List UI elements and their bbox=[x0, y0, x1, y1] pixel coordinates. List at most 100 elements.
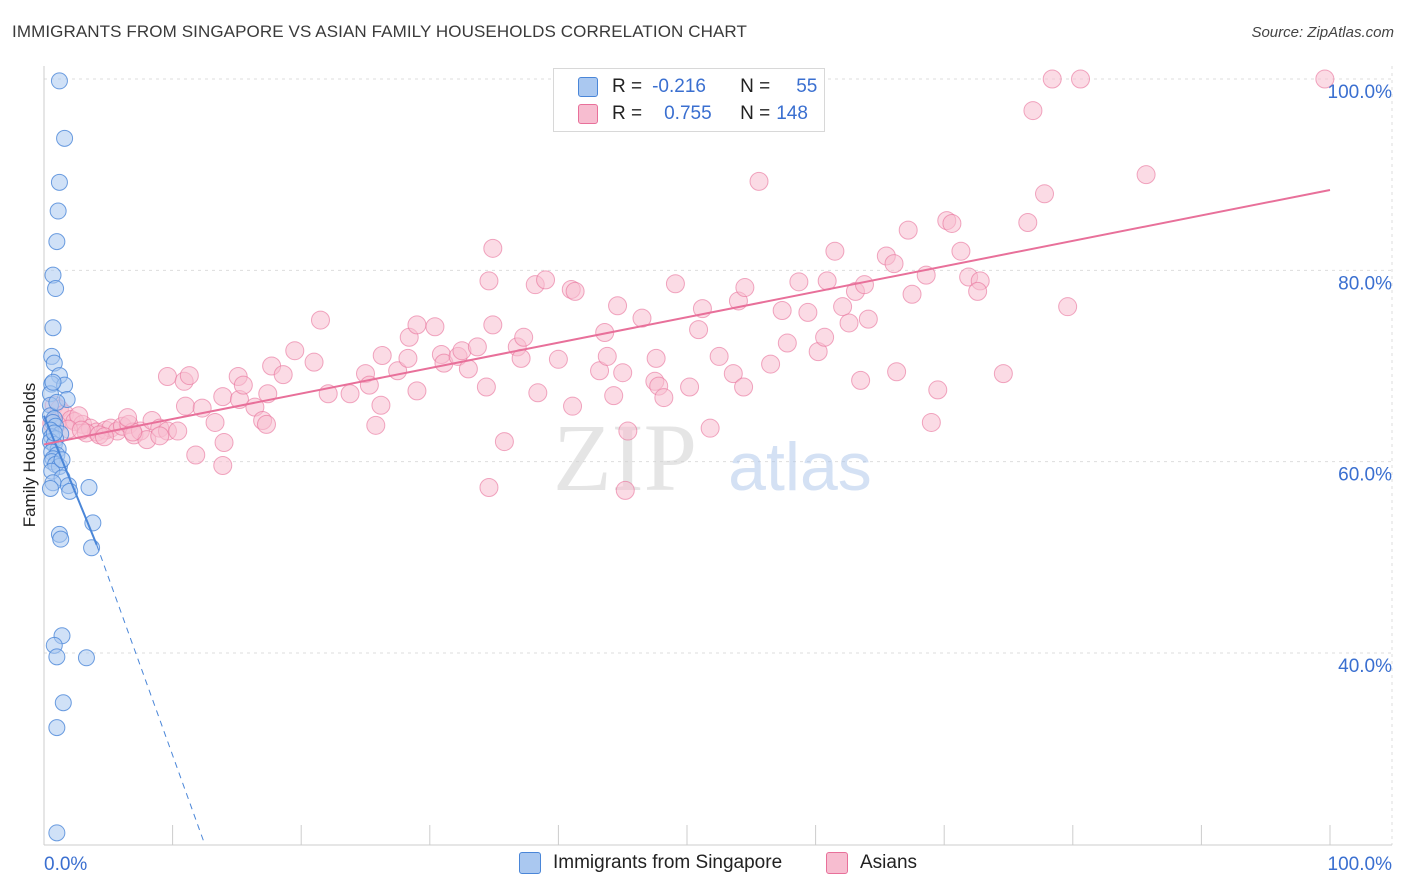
asians-point bbox=[1315, 69, 1335, 89]
singapore-point bbox=[83, 539, 101, 557]
legend-n-label: N = bbox=[740, 76, 771, 97]
asians-point bbox=[1042, 69, 1062, 89]
singapore-point bbox=[48, 393, 66, 411]
asians-point bbox=[815, 327, 835, 347]
asians-point bbox=[213, 455, 233, 475]
singapore-point bbox=[49, 202, 67, 220]
series-legend-asians: Asians bbox=[826, 852, 917, 874]
asians-point bbox=[1018, 213, 1038, 232]
singapore-point bbox=[77, 649, 95, 667]
singapore-points bbox=[41, 72, 102, 842]
grid-layer bbox=[44, 66, 1393, 845]
singapore-point bbox=[41, 479, 59, 497]
asians-point bbox=[700, 418, 720, 438]
asians-point bbox=[118, 408, 138, 428]
y-tick-label: 60.0% bbox=[1338, 465, 1392, 486]
asians-point bbox=[597, 346, 617, 366]
legend-n-value: 148 bbox=[776, 103, 808, 124]
asians-point bbox=[179, 366, 199, 386]
singapore-point bbox=[47, 280, 65, 298]
asians-point bbox=[735, 278, 755, 298]
series-legend: Immigrants from Singapore Asians bbox=[0, 852, 1406, 878]
asians-point bbox=[928, 380, 948, 400]
asians-point bbox=[654, 388, 674, 408]
asians-point bbox=[789, 272, 809, 292]
legend-r-value: 0.755 bbox=[664, 103, 712, 124]
legend-row-singapore: R = -0.216 N = 55 bbox=[578, 75, 817, 99]
asians-point bbox=[407, 381, 427, 401]
x-tick-label-max: 100.0% bbox=[1328, 854, 1393, 875]
asians-point bbox=[1071, 69, 1091, 89]
tick-labels: 40.0% 60.0% 80.0% 100.0% 0.0% 100.0% bbox=[44, 82, 1392, 875]
asians-point bbox=[951, 241, 971, 261]
asians-point bbox=[476, 377, 496, 397]
x-tick-label-min: 0.0% bbox=[44, 854, 87, 875]
asians-point bbox=[407, 315, 427, 335]
asians-point bbox=[273, 365, 293, 385]
asians-point bbox=[993, 364, 1013, 384]
asians-point bbox=[825, 241, 845, 261]
legend-row-asians: R = 0.755 N = 148 bbox=[578, 102, 808, 126]
watermark-atlas: atlas bbox=[728, 429, 872, 505]
asians-point bbox=[233, 375, 253, 395]
asians-point bbox=[479, 477, 499, 497]
asians-point bbox=[833, 297, 853, 317]
asians-point bbox=[680, 377, 700, 397]
asians-point bbox=[168, 421, 188, 441]
legend-r-label: R = bbox=[612, 76, 643, 97]
asians-point bbox=[618, 421, 638, 441]
asians-point bbox=[723, 364, 743, 384]
singapore-point bbox=[50, 72, 68, 90]
asians-point bbox=[772, 301, 792, 321]
asians-point bbox=[340, 384, 360, 404]
asians-point bbox=[256, 414, 276, 434]
asians-point bbox=[548, 349, 568, 369]
asians-point bbox=[632, 308, 652, 328]
asians-point bbox=[563, 396, 583, 416]
asians-trend-line bbox=[43, 188, 1331, 446]
singapore-point bbox=[50, 173, 68, 191]
singapore-point bbox=[80, 478, 98, 496]
asians-point bbox=[425, 317, 445, 337]
asians-point bbox=[71, 420, 91, 440]
asians-point bbox=[613, 363, 633, 383]
legend-r-value: -0.216 bbox=[652, 76, 706, 97]
asians-point bbox=[483, 238, 503, 258]
singapore-trend-line bbox=[43, 415, 98, 546]
asians-point bbox=[514, 327, 534, 347]
asians-point bbox=[749, 171, 769, 191]
singapore-trend-extension bbox=[96, 544, 206, 845]
singapore-point bbox=[52, 530, 70, 548]
asians-point bbox=[921, 412, 941, 432]
y-tick-label: 100.0% bbox=[1328, 82, 1393, 103]
asians-point bbox=[858, 309, 878, 329]
correlation-legend: R = -0.216 N = 55 R = 0.755 N = 148 bbox=[553, 68, 825, 132]
asians-point bbox=[817, 271, 837, 291]
asians-point bbox=[709, 346, 729, 366]
asians-point bbox=[565, 281, 585, 301]
asians-point bbox=[398, 348, 418, 368]
legend-swatch-asians bbox=[578, 104, 598, 124]
singapore-point bbox=[48, 233, 66, 251]
asians-point bbox=[214, 433, 234, 453]
series-swatch-singapore bbox=[519, 852, 541, 874]
asians-point bbox=[734, 377, 754, 397]
series-label-asians: Asians bbox=[860, 852, 918, 873]
asians-point bbox=[646, 348, 666, 368]
singapore-point bbox=[56, 129, 74, 147]
series-swatch-asians bbox=[826, 852, 848, 874]
asians-point bbox=[467, 337, 487, 357]
legend-r-label: R = bbox=[612, 103, 643, 124]
asians-point bbox=[608, 296, 628, 316]
asians-point bbox=[304, 352, 324, 372]
asians-point bbox=[902, 284, 922, 304]
singapore-point bbox=[54, 694, 72, 712]
asians-point bbox=[1058, 297, 1078, 317]
asians-point bbox=[157, 367, 177, 387]
singapore-point bbox=[44, 373, 62, 391]
asians-point bbox=[528, 383, 548, 403]
asians-point bbox=[150, 426, 170, 446]
asians-point bbox=[310, 310, 330, 330]
asians-point bbox=[1023, 101, 1043, 121]
asians-point bbox=[839, 313, 859, 333]
